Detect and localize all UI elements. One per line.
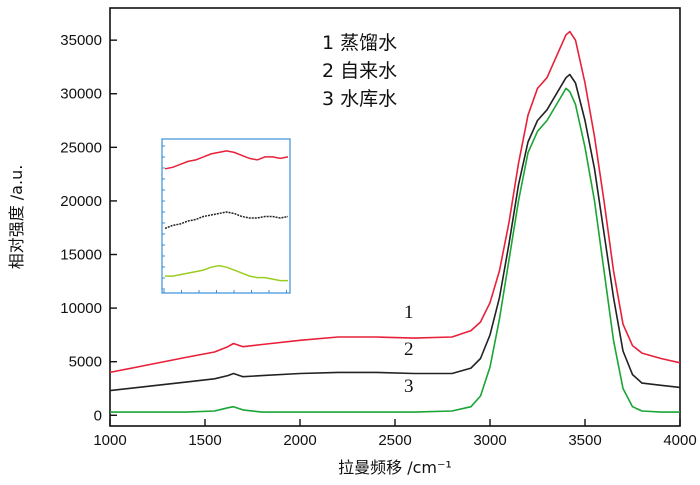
- x-tick-label: 3000: [473, 432, 506, 449]
- x-tick-label: 1500: [188, 432, 221, 449]
- y-tick-label: 10000: [60, 300, 102, 317]
- inset-plot: [161, 138, 291, 294]
- x-axis-title: 拉曼频移 /cm⁻¹: [338, 458, 452, 477]
- legend-item-2: 2 自来水: [322, 60, 397, 82]
- curve-label-3: 3: [404, 376, 414, 397]
- x-tick-label: 2000: [283, 432, 316, 449]
- series-line-1: [109, 30, 681, 374]
- y-tick-label: 35000: [60, 32, 102, 49]
- y-tick-label: 20000: [60, 193, 102, 210]
- inset-ticks: [162, 145, 287, 293]
- y-tick-label: 25000: [60, 139, 102, 156]
- y-axis: 0 5000 10000 15000 20000 25000 30000 35000: [60, 32, 117, 424]
- x-axis: 1000 1500 2000 2500 3000 3500 4000: [93, 419, 697, 449]
- legend-item-3: 3 水库水: [322, 88, 397, 110]
- inset-series-line-1: [164, 150, 289, 170]
- series-line-2: [109, 73, 681, 392]
- curve-label-1: 1: [404, 302, 414, 323]
- y-tick-label: 30000: [60, 86, 102, 103]
- x-tick-label: 4000: [663, 432, 696, 449]
- y-tick-label: 15000: [60, 247, 102, 264]
- y-tick-label: 5000: [69, 354, 102, 371]
- legend: 1 蒸馏水 2 自来水 3 水库水: [322, 32, 397, 110]
- y-tick-label: 0: [94, 407, 102, 424]
- inset-series-line-3: [165, 264, 288, 282]
- series-layer: [109, 30, 681, 413]
- curve-label-2: 2: [404, 339, 414, 360]
- inset-series-layer: [164, 150, 289, 282]
- x-tick-label: 2500: [378, 432, 411, 449]
- x-tick-label: 1000: [93, 432, 126, 449]
- legend-item-1: 1 蒸馏水: [322, 32, 397, 54]
- x-tick-label: 3500: [568, 432, 601, 449]
- inset-series-line-2: [164, 211, 289, 230]
- y-axis-title: 相对强度 /a.u.: [7, 165, 26, 270]
- series-line-3: [110, 87, 680, 413]
